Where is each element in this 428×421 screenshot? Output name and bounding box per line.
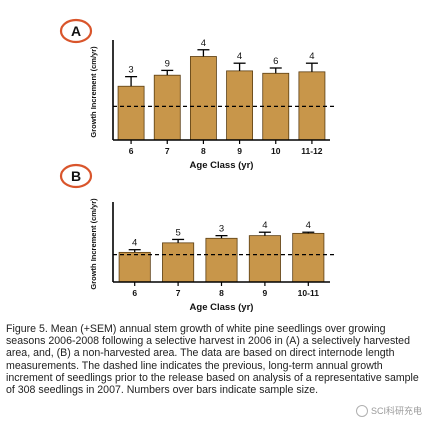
panel-a-x-tick-label: 8 [201, 146, 206, 156]
panel-a-sample-size-label: 4 [201, 38, 206, 49]
panel-a-bar [189, 56, 217, 141]
panel-a-x-tick-label: 10 [271, 146, 281, 156]
panel-a-sample-size-label: 4 [309, 51, 314, 62]
watermark-text: SCI科研充电 [370, 406, 422, 416]
panel-a-x-tick-label: 9 [237, 146, 242, 156]
panel-a-label: A [71, 23, 81, 39]
watermark: SCI科研充电 [355, 404, 422, 417]
panel-b-badge [59, 163, 93, 189]
panel-b-sample-size-label: 3 [219, 224, 224, 235]
panel-a-sample-size-label: 3 [128, 65, 133, 76]
panel-a-x-axis-title: Age Class (yr) [190, 160, 254, 171]
wechat-icon [355, 404, 368, 417]
panel-b-x-tick-label: 10-11 [298, 288, 320, 298]
panel-b-bar [205, 237, 238, 283]
panel-a-bar [226, 70, 254, 141]
figure-charts: A 3 6 9 7 4 8 4 9 6 10 4 11-12 Age Class (yr) Growth I… [59, 18, 334, 313]
panel-b-bar [162, 242, 195, 283]
panel-a-x-tick-label: 7 [165, 146, 170, 156]
panel-a-sample-size-label: 6 [273, 56, 278, 67]
panel-b-x-axis-title: Age Class (yr) [190, 302, 254, 313]
panel-b-sample-size-label: 5 [175, 227, 180, 238]
panel-a-sample-size-label: 4 [237, 51, 242, 62]
panel-b-x-tick-label: 7 [176, 288, 181, 298]
panel-a-x-tick-label: 6 [129, 146, 134, 156]
panel-a-bar [153, 74, 181, 141]
panel-b-bar [118, 251, 151, 283]
panel-b-sample-size-label: 4 [132, 238, 137, 249]
panel-a-sample-size-label: 9 [165, 58, 170, 69]
panel-b-bar [292, 232, 325, 283]
panel-a-y-axis-title: Growth Increment (cm/yr) [89, 46, 98, 138]
panel-b-sample-size-label: 4 [306, 220, 311, 231]
panel-a-x-tick-label: 11-12 [301, 146, 323, 156]
panel-b-x-tick-label: 9 [263, 288, 268, 298]
panel-a-badge [59, 18, 93, 44]
panel-b-sample-size-label: 4 [262, 220, 267, 231]
panel-b-y-axis-title: Growth Increment (cm/yr) [89, 198, 98, 290]
panel-b-bar [248, 235, 281, 283]
panel-b-label: B [71, 168, 81, 184]
figure-caption: Figure 5. Mean (+SEM) annual stem growth… [6, 323, 419, 397]
panel-a-bar [117, 85, 145, 141]
panel-b-x-tick-label: 6 [132, 288, 137, 298]
panel-b-x-tick-label: 8 [219, 288, 224, 298]
